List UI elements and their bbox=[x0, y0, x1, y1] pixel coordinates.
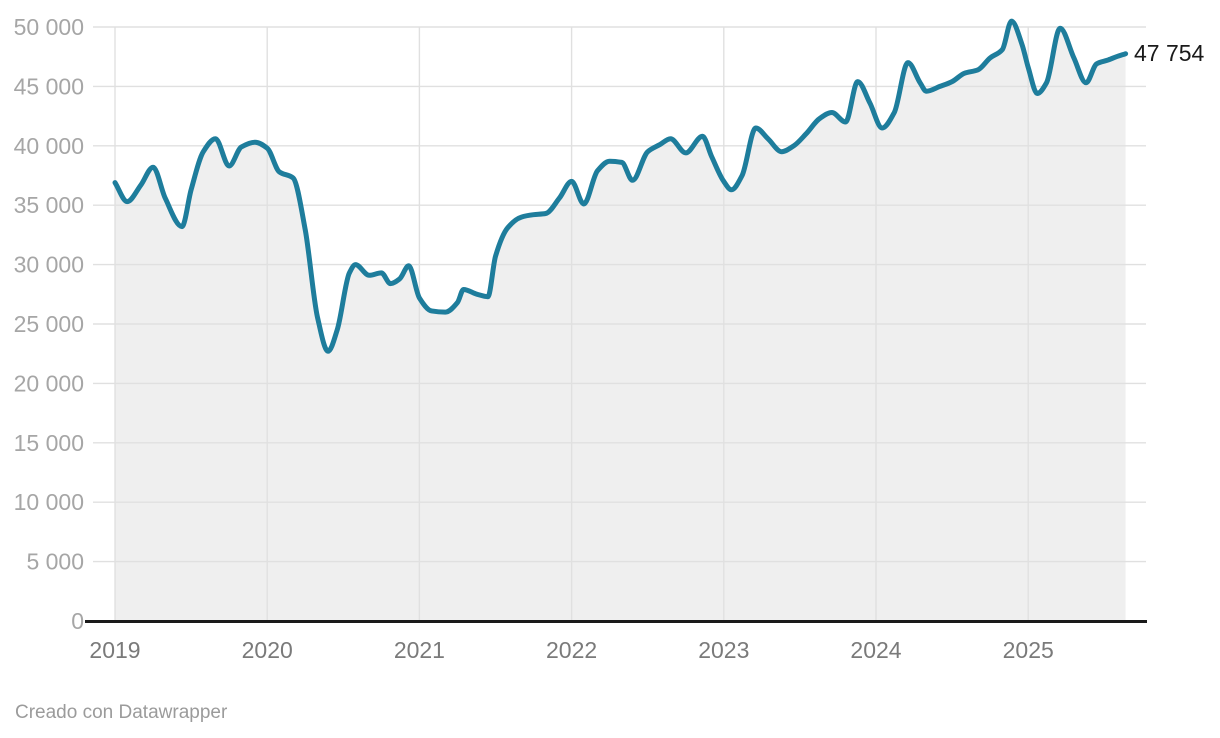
x-tick-label: 2020 bbox=[242, 637, 293, 663]
x-tick-label: 2025 bbox=[1003, 637, 1054, 663]
y-tick-label: 15 000 bbox=[14, 430, 84, 456]
y-tick-label: 0 bbox=[71, 608, 84, 634]
y-tick-label: 45 000 bbox=[14, 73, 84, 99]
gridlines bbox=[93, 26, 1146, 620]
y-tick-label: 10 000 bbox=[14, 489, 84, 515]
x-tick-label: 2022 bbox=[546, 637, 597, 663]
x-tick-label: 2023 bbox=[698, 637, 749, 663]
y-tick-label: 30 000 bbox=[14, 252, 84, 278]
y-tick-label: 20 000 bbox=[14, 370, 84, 396]
chart-canvas: 47 754 0 5 000 10 000 15 000 20 000 25 000 30 … bbox=[14, 14, 1205, 663]
y-tick-label: 50 000 bbox=[14, 14, 84, 40]
y-tick-label: 40 000 bbox=[14, 133, 84, 159]
x-tick-label: 2019 bbox=[89, 637, 140, 663]
series-end-value-label: 47 754 bbox=[1134, 40, 1205, 66]
series-line bbox=[112, 18, 1129, 354]
datawrapper-credit-link[interactable]: Creado con Datawrapper bbox=[15, 702, 228, 723]
y-tick-label: 25 000 bbox=[14, 311, 84, 337]
series-area bbox=[115, 21, 1126, 622]
y-tick-label: 35 000 bbox=[14, 192, 84, 218]
y-tick-label: 5 000 bbox=[26, 549, 84, 575]
x-tick-label: 2024 bbox=[850, 637, 901, 663]
x-tick-label: 2021 bbox=[394, 637, 445, 663]
